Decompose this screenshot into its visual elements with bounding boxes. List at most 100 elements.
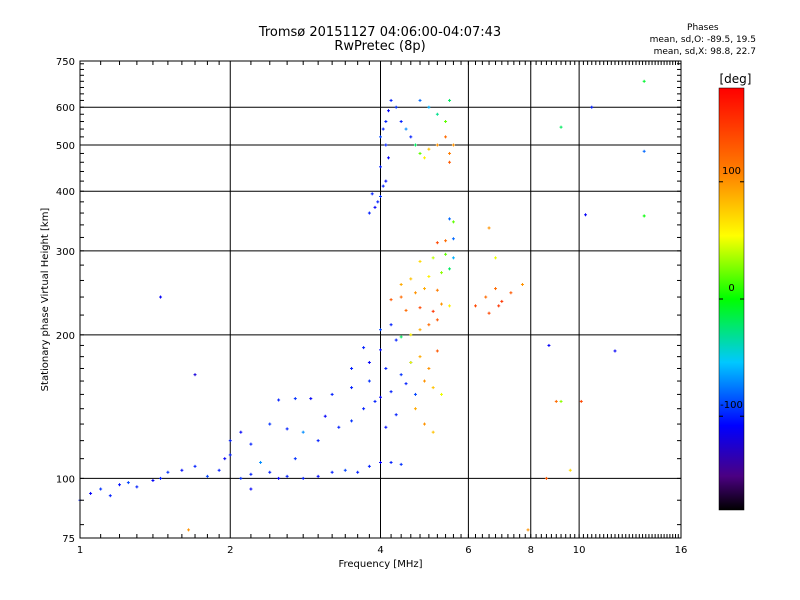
- data-point: [373, 205, 377, 209]
- data-point: [268, 470, 272, 474]
- data-point: [330, 392, 334, 396]
- data-point: [118, 483, 122, 487]
- colorbar-ticks: 100 0 -100: [719, 166, 744, 417]
- data-point: [223, 457, 227, 461]
- data-point: [559, 125, 563, 129]
- data-point: [399, 282, 403, 286]
- x-tick-label: 16: [675, 545, 688, 556]
- data-point: [409, 360, 413, 364]
- data-point: [389, 298, 393, 302]
- data-point: [389, 98, 393, 102]
- data-point: [323, 414, 327, 418]
- x-tick-label: 4: [377, 545, 383, 556]
- phase-stats-box: Phases mean, sd,O: -89.5, 19.5 mean, sd,…: [650, 22, 756, 58]
- data-point: [422, 422, 426, 426]
- data-point: [381, 184, 385, 188]
- x-tick-label: 8: [528, 545, 534, 556]
- data-point: [399, 120, 403, 124]
- data-point: [431, 430, 435, 434]
- data-point: [642, 149, 646, 153]
- data-point: [444, 135, 448, 139]
- data-point: [451, 143, 455, 147]
- data-point: [451, 256, 455, 260]
- data-point: [367, 360, 371, 364]
- data-point: [151, 478, 155, 482]
- data-point: [399, 295, 403, 299]
- x-tick-label: 2: [227, 545, 233, 556]
- data-point: [249, 487, 253, 491]
- data-point: [409, 333, 413, 337]
- data-point: [316, 439, 320, 443]
- data-point: [277, 476, 281, 480]
- data-point: [159, 295, 163, 299]
- data-point: [379, 395, 382, 399]
- data-point: [381, 127, 385, 131]
- data-point: [448, 151, 452, 155]
- data-point: [350, 419, 354, 423]
- data-point: [389, 390, 393, 394]
- data-point: [386, 156, 390, 160]
- data-point: [356, 470, 360, 474]
- x-tick-label: 1: [77, 545, 83, 556]
- data-point: [422, 156, 426, 160]
- data-point: [373, 399, 377, 403]
- x-axis-label: Frequency [MHz]: [338, 559, 422, 570]
- data-point: [431, 309, 435, 313]
- data-point: [399, 373, 403, 377]
- data-point: [435, 288, 439, 292]
- data-point: [448, 217, 452, 221]
- data-point: [384, 425, 388, 429]
- data-point: [435, 349, 439, 353]
- data-point: [427, 105, 431, 109]
- data-point: [642, 79, 646, 83]
- data-point: [494, 256, 498, 260]
- data-point: [379, 165, 382, 169]
- data-point: [484, 295, 488, 299]
- data-point: [448, 98, 452, 102]
- data-point: [389, 460, 393, 464]
- data-point: [526, 528, 530, 532]
- data-point: [399, 462, 403, 466]
- data-point: [277, 398, 281, 402]
- colorbar: [718, 87, 745, 511]
- data-point: [427, 366, 431, 370]
- data-point: [239, 476, 243, 480]
- data-point: [579, 399, 583, 403]
- data-point: [427, 147, 431, 151]
- data-point: [404, 127, 408, 131]
- data-point: [135, 485, 139, 489]
- data-point: [418, 98, 422, 102]
- data-point: [389, 323, 393, 327]
- data-point: [268, 422, 272, 426]
- data-point: [613, 349, 617, 353]
- data-point: [228, 439, 232, 443]
- data-point: [399, 335, 403, 339]
- data-point: [394, 105, 398, 109]
- data-point: [448, 304, 452, 308]
- data-point: [413, 392, 417, 396]
- data-point: [418, 328, 422, 332]
- data-point: [559, 399, 563, 403]
- data-point: [413, 407, 417, 411]
- data-point: [379, 194, 382, 198]
- y-tick-label: 600: [56, 103, 75, 114]
- data-point: [293, 397, 297, 401]
- data-point: [108, 494, 112, 498]
- data-point: [249, 472, 253, 476]
- data-point: [309, 397, 313, 401]
- data-point: [362, 346, 366, 350]
- data-point: [497, 304, 501, 308]
- data-point: [394, 338, 398, 342]
- data-point: [409, 135, 413, 139]
- data-point: [239, 430, 243, 434]
- data-point: [330, 470, 334, 474]
- data-point: [187, 528, 191, 532]
- data-point: [431, 386, 435, 390]
- data-point: [520, 282, 524, 286]
- data-point: [228, 453, 232, 457]
- data-point: [205, 474, 209, 478]
- data-point: [418, 355, 422, 359]
- axes: 1 2 4 6 8 10 16 75 100 200 300 400 500 600 750: [56, 57, 687, 556]
- y-tick-label: 400: [56, 187, 75, 198]
- data-point: [413, 143, 417, 147]
